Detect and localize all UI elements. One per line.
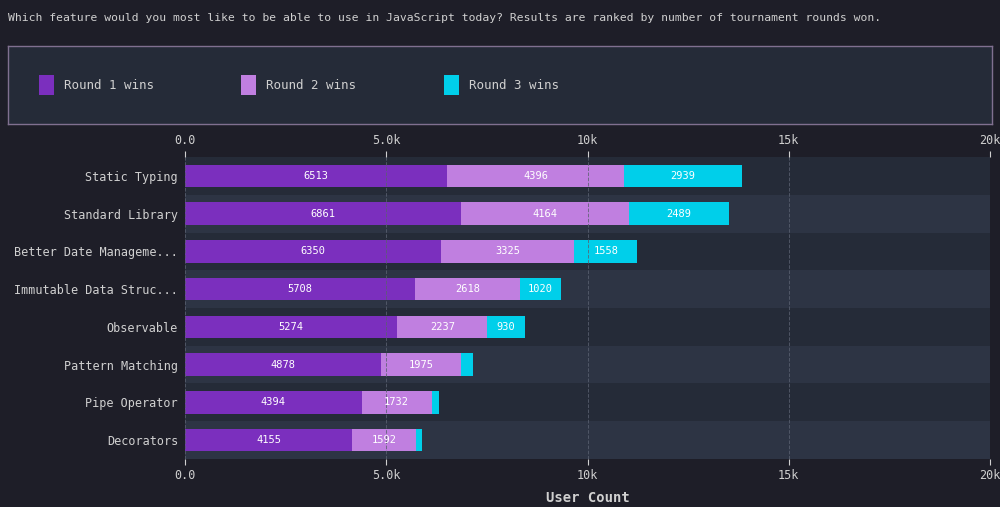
Bar: [381, 353, 461, 376]
Text: 4396: 4396: [523, 171, 548, 181]
Bar: [185, 240, 441, 263]
Bar: [185, 315, 397, 338]
Bar: [397, 315, 487, 338]
Text: 1975: 1975: [409, 359, 434, 370]
Bar: [185, 270, 990, 308]
Bar: [432, 391, 439, 414]
Bar: [362, 391, 432, 414]
Text: Which feature would you most like to be able to use in JavaScript today? Results: Which feature would you most like to be …: [8, 13, 881, 23]
Bar: [461, 202, 629, 225]
Bar: [624, 165, 742, 187]
Text: 4394: 4394: [261, 397, 286, 407]
Text: 6861: 6861: [311, 209, 336, 219]
Text: 1020: 1020: [528, 284, 553, 294]
Text: 6350: 6350: [300, 246, 325, 257]
Text: 2618: 2618: [455, 284, 480, 294]
Text: 930: 930: [497, 322, 515, 332]
Text: 1732: 1732: [384, 397, 409, 407]
Bar: [185, 308, 990, 346]
Bar: [185, 202, 461, 225]
Bar: [520, 278, 561, 301]
Bar: [185, 157, 990, 195]
Bar: [447, 165, 624, 187]
Text: 6513: 6513: [304, 171, 329, 181]
Text: 2237: 2237: [430, 322, 455, 332]
Bar: [629, 202, 729, 225]
Text: 4155: 4155: [256, 435, 281, 445]
Text: 4878: 4878: [271, 359, 296, 370]
Legend: Round 1 wins, Round 2 wins, Round 3 wins: Round 1 wins, Round 2 wins, Round 3 wins: [34, 70, 564, 99]
Text: 1592: 1592: [372, 435, 397, 445]
Bar: [416, 428, 422, 451]
Bar: [415, 278, 520, 301]
Bar: [185, 391, 362, 414]
Bar: [574, 240, 637, 263]
Text: 2939: 2939: [671, 171, 696, 181]
Text: 5274: 5274: [279, 322, 304, 332]
Text: 1558: 1558: [593, 246, 618, 257]
Bar: [185, 346, 990, 383]
Bar: [185, 165, 447, 187]
Text: 5708: 5708: [287, 284, 312, 294]
Bar: [185, 383, 990, 421]
Bar: [352, 428, 416, 451]
Text: 3325: 3325: [495, 246, 520, 257]
Bar: [185, 353, 381, 376]
Bar: [441, 240, 574, 263]
Bar: [487, 315, 525, 338]
Bar: [185, 233, 990, 270]
Text: 2489: 2489: [666, 209, 691, 219]
Text: 4164: 4164: [532, 209, 557, 219]
X-axis label: User Count: User Count: [546, 491, 629, 504]
Bar: [185, 428, 352, 451]
Bar: [185, 195, 990, 233]
Bar: [185, 421, 990, 459]
Bar: [185, 278, 415, 301]
Bar: [461, 353, 473, 376]
